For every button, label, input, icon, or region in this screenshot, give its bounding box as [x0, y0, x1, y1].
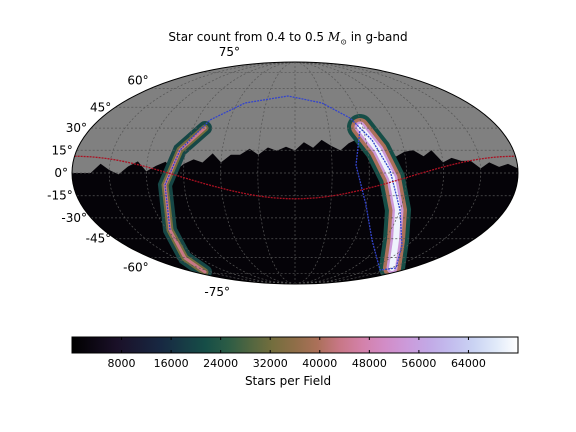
- lat-tick-label: 75°: [219, 45, 240, 59]
- map-boundary: [71, 61, 519, 285]
- lat-tick-label: 60°: [127, 73, 148, 87]
- colorbar-tick-label: 16000: [154, 357, 189, 370]
- lat-tick-label: -15°: [47, 189, 73, 203]
- grid-lon-line: [220, 62, 296, 284]
- grid-lon-line: [294, 62, 370, 284]
- colorbar-tick-label: 24000: [203, 357, 238, 370]
- lat-tick-label: -75°: [204, 285, 230, 299]
- lat-tick-label: 30°: [66, 121, 87, 135]
- title-prefix: Star count from 0.4 to 0.5: [168, 30, 325, 44]
- colorbar-tick-label: 32000: [253, 357, 288, 370]
- lat-tick-label: -45°: [86, 232, 112, 246]
- grid-lon-line: [145, 62, 296, 284]
- colorbar-label: Stars per Field: [244, 374, 332, 388]
- title-math-symbol: M⊙: [327, 30, 347, 47]
- grid-lon-line: [108, 62, 296, 284]
- galactic-plane-line: [164, 95, 403, 271]
- grid-lon-line: [294, 62, 333, 284]
- colorbar-tick-label: 40000: [302, 357, 337, 370]
- colorbar-tick-label: 48000: [352, 357, 387, 370]
- colorbar-gradient: [71, 336, 519, 354]
- grid-lon-line: [257, 62, 296, 284]
- ecliptic-line: [74, 155, 516, 200]
- grid-lon-line: [294, 62, 445, 284]
- title-suffix: in g-band: [350, 30, 408, 44]
- lat-tick-label: 45°: [90, 100, 111, 114]
- chart-title: Star count from 0.4 to 0.5 M⊙ in g-band: [0, 30, 576, 46]
- colorbar-tick-label: 64000: [451, 357, 486, 370]
- lat-tick-label: 0°: [54, 166, 68, 180]
- colorbar-tick-label: 56000: [401, 357, 436, 370]
- lat-tick-label: -60°: [123, 261, 149, 275]
- grid-lon-line: [294, 62, 482, 284]
- lat-tick-label: -30°: [61, 211, 87, 225]
- lat-tick-label: 15°: [51, 143, 72, 157]
- colorbar-tick-label: 8000: [108, 357, 136, 370]
